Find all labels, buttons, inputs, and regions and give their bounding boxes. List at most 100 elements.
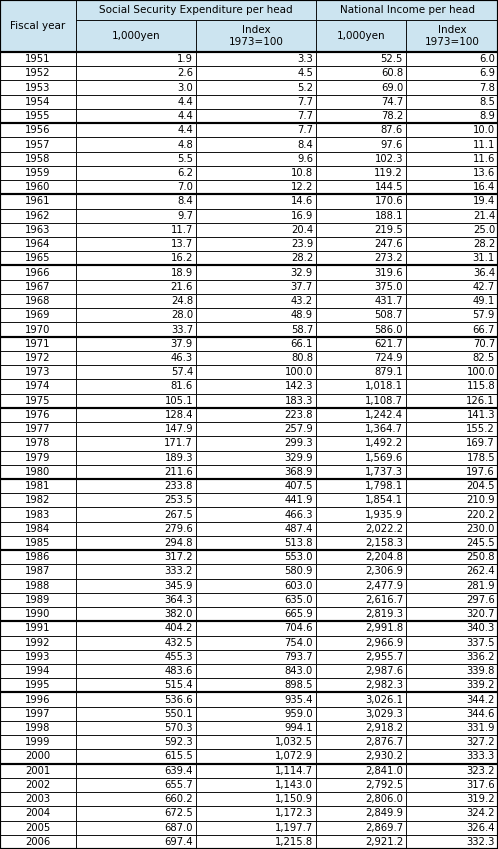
Bar [0,565,76,578]
Bar [406,578,498,593]
Text: 2,204.8: 2,204.8 [365,552,403,562]
Text: 1,000yen: 1,000yen [337,31,385,41]
Bar [196,451,316,464]
Bar [76,123,196,138]
Text: 615.5: 615.5 [164,751,193,762]
Text: 345.9: 345.9 [164,581,193,591]
Bar [0,351,76,365]
Text: 487.4: 487.4 [285,524,313,534]
Text: 431.7: 431.7 [374,296,403,306]
Text: 898.5: 898.5 [284,680,313,690]
Bar [406,66,498,81]
Text: 2,869.7: 2,869.7 [365,823,403,833]
Text: 171.7: 171.7 [164,438,193,448]
Bar [196,251,316,266]
Text: 267.5: 267.5 [164,509,193,520]
Bar [316,81,406,95]
Text: 257.9: 257.9 [284,424,313,434]
Text: 1954: 1954 [25,97,51,107]
Text: 24.8: 24.8 [171,296,193,306]
Text: 70.7: 70.7 [473,339,495,349]
Bar [76,351,196,365]
Bar [196,735,316,750]
Text: 2006: 2006 [25,837,51,847]
Bar [196,394,316,408]
Text: 11.6: 11.6 [473,154,495,164]
Bar [196,792,316,807]
Bar [76,508,196,521]
Text: 10.0: 10.0 [473,126,495,135]
Bar [0,807,76,820]
Text: 126.1: 126.1 [466,396,495,406]
Bar [0,266,76,279]
Bar [76,66,196,81]
Text: 32.9: 32.9 [291,267,313,278]
Text: 189.3: 189.3 [164,453,193,463]
Text: 2,987.6: 2,987.6 [365,666,403,676]
Bar [316,0,498,20]
Bar [76,166,196,180]
Bar [406,337,498,351]
Text: 672.5: 672.5 [164,808,193,818]
Text: 382.0: 382.0 [165,610,193,619]
Bar [406,451,498,464]
Bar [0,365,76,380]
Text: 48.9: 48.9 [291,310,313,320]
Text: 994.1: 994.1 [284,723,313,733]
Bar [0,521,76,536]
Text: 28.0: 28.0 [171,310,193,320]
Bar [406,550,498,565]
Text: 2,819.3: 2,819.3 [365,610,403,619]
Text: 210.9: 210.9 [466,495,495,505]
Bar [76,693,196,706]
Text: 279.6: 279.6 [164,524,193,534]
Bar [196,479,316,493]
Bar [76,479,196,493]
Bar [0,621,76,636]
Bar [76,721,196,735]
Text: 1.9: 1.9 [177,54,193,65]
Bar [76,636,196,649]
Text: 2,849.9: 2,849.9 [365,808,403,818]
Text: 1966: 1966 [25,267,51,278]
Text: 2,616.7: 2,616.7 [365,595,403,605]
Text: 1958: 1958 [25,154,51,164]
Bar [406,508,498,521]
Text: 1,492.2: 1,492.2 [365,438,403,448]
Bar [196,294,316,308]
Bar [76,664,196,678]
Text: 364.3: 364.3 [165,595,193,605]
Bar [406,380,498,394]
Text: 97.6: 97.6 [380,139,403,149]
Text: 2001: 2001 [25,766,51,776]
Text: 11.1: 11.1 [473,139,495,149]
Bar [316,550,406,565]
Text: 183.3: 183.3 [285,396,313,406]
Text: 665.9: 665.9 [284,610,313,619]
Text: 1985: 1985 [25,538,51,548]
Bar [196,408,316,422]
Text: 9.6: 9.6 [297,154,313,164]
Bar [196,20,316,52]
Text: 230.0: 230.0 [467,524,495,534]
Bar [76,52,196,66]
Text: 219.5: 219.5 [374,225,403,235]
Text: 294.8: 294.8 [164,538,193,548]
Bar [76,422,196,436]
Bar [0,763,76,778]
Bar [316,807,406,820]
Bar [316,835,406,849]
Bar [76,835,196,849]
Bar [196,123,316,138]
Bar [76,593,196,607]
Text: 7.8: 7.8 [479,82,495,93]
Bar [76,251,196,266]
Bar [76,380,196,394]
Text: 1957: 1957 [25,139,51,149]
Text: 1,108.7: 1,108.7 [365,396,403,406]
Bar [316,565,406,578]
Bar [76,792,196,807]
Bar [0,479,76,493]
Text: 297.6: 297.6 [466,595,495,605]
Bar [0,408,76,422]
